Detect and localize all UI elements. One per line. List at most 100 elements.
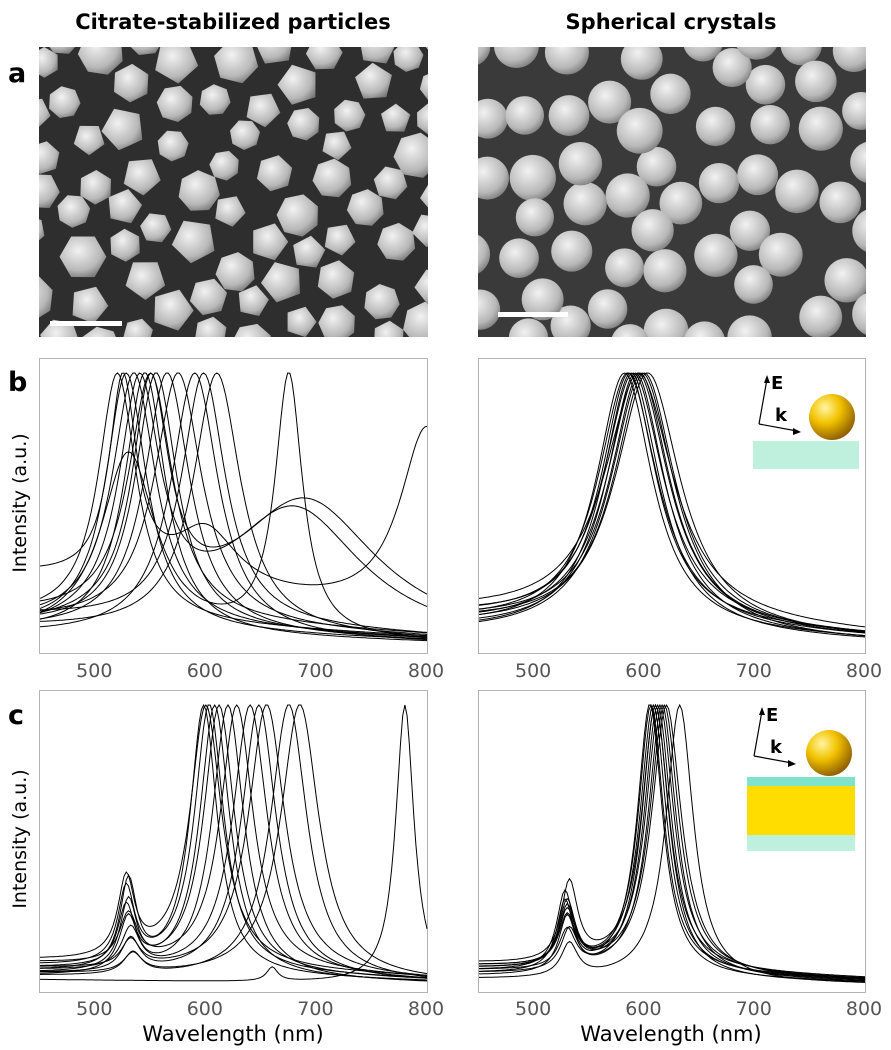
- nanoparticle: [727, 315, 772, 337]
- x-tick-label: 500: [76, 660, 113, 682]
- nanoparticle: [563, 182, 607, 226]
- nanoparticle: [49, 86, 81, 118]
- nanoparticle: [588, 80, 632, 124]
- nanoparticle: [499, 238, 539, 279]
- right-column-title: Spherical crystals: [565, 10, 777, 34]
- x-tick-label: 600: [186, 660, 223, 682]
- nanoparticle: [155, 47, 199, 84]
- left-column-title: Citrate-stabilized particles: [75, 10, 391, 34]
- nanoparticle: [775, 169, 819, 214]
- nanoparticle: [123, 159, 161, 196]
- nanoparticle: [729, 210, 771, 251]
- nanoparticle: [505, 96, 545, 135]
- gold-film-layer: [747, 786, 855, 835]
- nanoparticle: [209, 150, 239, 181]
- x-tick-label: 500: [515, 660, 552, 682]
- nanoparticle: [832, 47, 866, 73]
- nanoparticle: [73, 125, 105, 156]
- nanoparticle: [381, 103, 411, 132]
- spherical-micrograph: [478, 47, 866, 337]
- inset-single-substrate: E k: [753, 373, 859, 469]
- spectrum-line: [479, 703, 866, 978]
- nanoparticle: [234, 323, 271, 337]
- nanoparticle: [515, 198, 554, 237]
- nanoparticle: [346, 189, 384, 226]
- spectrum-line: [39, 704, 428, 978]
- spectrum-line: [39, 372, 428, 635]
- row-label-b: b: [8, 367, 28, 398]
- nanoparticle: [276, 194, 318, 237]
- nanoparticle: [750, 104, 790, 145]
- nanoparticle: [214, 47, 259, 84]
- nanoparticle: [317, 260, 355, 299]
- nanoparticle: [605, 248, 644, 288]
- spectrum-line: [39, 372, 428, 639]
- spectra-plot-b-right: E k: [478, 358, 866, 654]
- nanoparticle: [425, 47, 428, 50]
- nanoparticle: [178, 170, 220, 211]
- spectrum-line: [478, 372, 866, 628]
- nanoparticle: [852, 293, 866, 335]
- spectrum-line: [478, 372, 866, 632]
- nanoparticle: [419, 74, 428, 100]
- spectra-plot-b-left: [39, 358, 428, 654]
- nanoparticle: [377, 222, 416, 261]
- spectrum-line: [39, 372, 428, 640]
- nanoparticle: [156, 85, 193, 122]
- nanoparticle: [643, 308, 689, 337]
- nanoparticle: [605, 173, 650, 218]
- x-axis-label-left: Wavelength (nm): [142, 1022, 324, 1046]
- nanoparticle: [842, 91, 866, 130]
- nanoparticle: [364, 284, 400, 320]
- gold-sphere-icon: [806, 730, 852, 776]
- nanoparticle: [509, 154, 556, 202]
- nanoparticle: [551, 230, 593, 272]
- nanoparticle: [287, 108, 320, 141]
- nanoparticle: [355, 62, 392, 99]
- spectrum-line: [478, 703, 866, 981]
- nanoparticle: [745, 64, 786, 105]
- nanoparticle: [80, 170, 111, 205]
- nanoparticle: [659, 181, 703, 225]
- nanoparticle: [850, 142, 866, 183]
- nanoparticle: [478, 156, 509, 200]
- nanoparticle: [72, 286, 109, 324]
- nanoparticle: [238, 285, 269, 316]
- nanoparticle: [39, 219, 45, 241]
- nanoparticle: [478, 47, 491, 65]
- nanoparticle: [795, 60, 837, 103]
- nanoparticle: [620, 47, 663, 80]
- spectrum-line: [39, 372, 428, 634]
- x-tick-label: 700: [297, 660, 334, 682]
- spectrum-line: [40, 704, 428, 976]
- x-tick-label: 700: [735, 660, 772, 682]
- nanoparticle: [695, 106, 736, 147]
- y-axis-label-c: Intensity (a.u.): [9, 769, 31, 909]
- nanoparticle: [59, 236, 107, 278]
- spectrum-line: [478, 372, 866, 633]
- nanoparticle: [852, 209, 866, 252]
- nanoparticle: [631, 209, 674, 252]
- nanoparticle: [261, 262, 300, 303]
- spectrum-line: [479, 703, 866, 979]
- nanoparticle: [39, 141, 60, 174]
- nanoparticle: [171, 220, 215, 264]
- spectrum-line: [40, 704, 428, 982]
- nanoparticle: [736, 47, 777, 60]
- spectrum-line: [39, 372, 428, 641]
- nanoparticle: [114, 63, 149, 103]
- nanoparticle: [123, 318, 153, 337]
- nanoparticle: [334, 99, 366, 132]
- nanoparticle: [373, 166, 408, 200]
- nanoparticle: [636, 146, 677, 187]
- spectrum-line: [40, 704, 428, 979]
- nanoparticle: [417, 103, 428, 135]
- spectrum-line: [39, 372, 428, 586]
- nanoparticle: [403, 301, 428, 337]
- nanoparticle: [734, 265, 773, 304]
- spectrum-line: [479, 703, 866, 982]
- spectrum-line: [39, 372, 428, 614]
- nanoparticle: [478, 289, 501, 330]
- nanoparticle: [758, 232, 803, 277]
- nanoparticle: [493, 47, 539, 68]
